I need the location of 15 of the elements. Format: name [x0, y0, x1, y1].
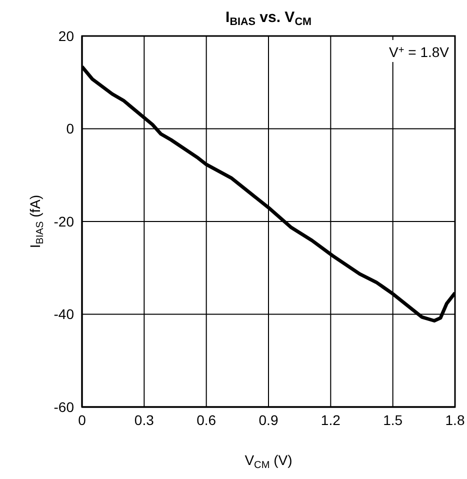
x-tick-label: 0.6 — [196, 412, 216, 428]
x-tick-label: 1.2 — [320, 412, 341, 428]
y-tick-label: -40 — [54, 306, 74, 322]
chart-title: I$_{BIAS}$ vs. V$_{CM}$ — [226, 9, 312, 28]
y-tick-label: -20 — [54, 213, 74, 230]
y-tick-label: 0 — [66, 120, 74, 137]
annotation: V$^{+}$ = 1.8V — [389, 44, 450, 60]
y-tick-label: -60 — [54, 398, 74, 415]
x-tick-label: 0 — [78, 412, 86, 428]
x-tick-label: 0.3 — [134, 412, 154, 428]
x-tick-label: 1.8 — [445, 412, 465, 428]
x-tick-label: 1.5 — [383, 412, 403, 428]
x-axis-title: V$_{CM}$ (V) — [244, 452, 292, 470]
y-tick-label: 20 — [58, 28, 74, 44]
x-tick-label: 0.9 — [258, 412, 278, 428]
